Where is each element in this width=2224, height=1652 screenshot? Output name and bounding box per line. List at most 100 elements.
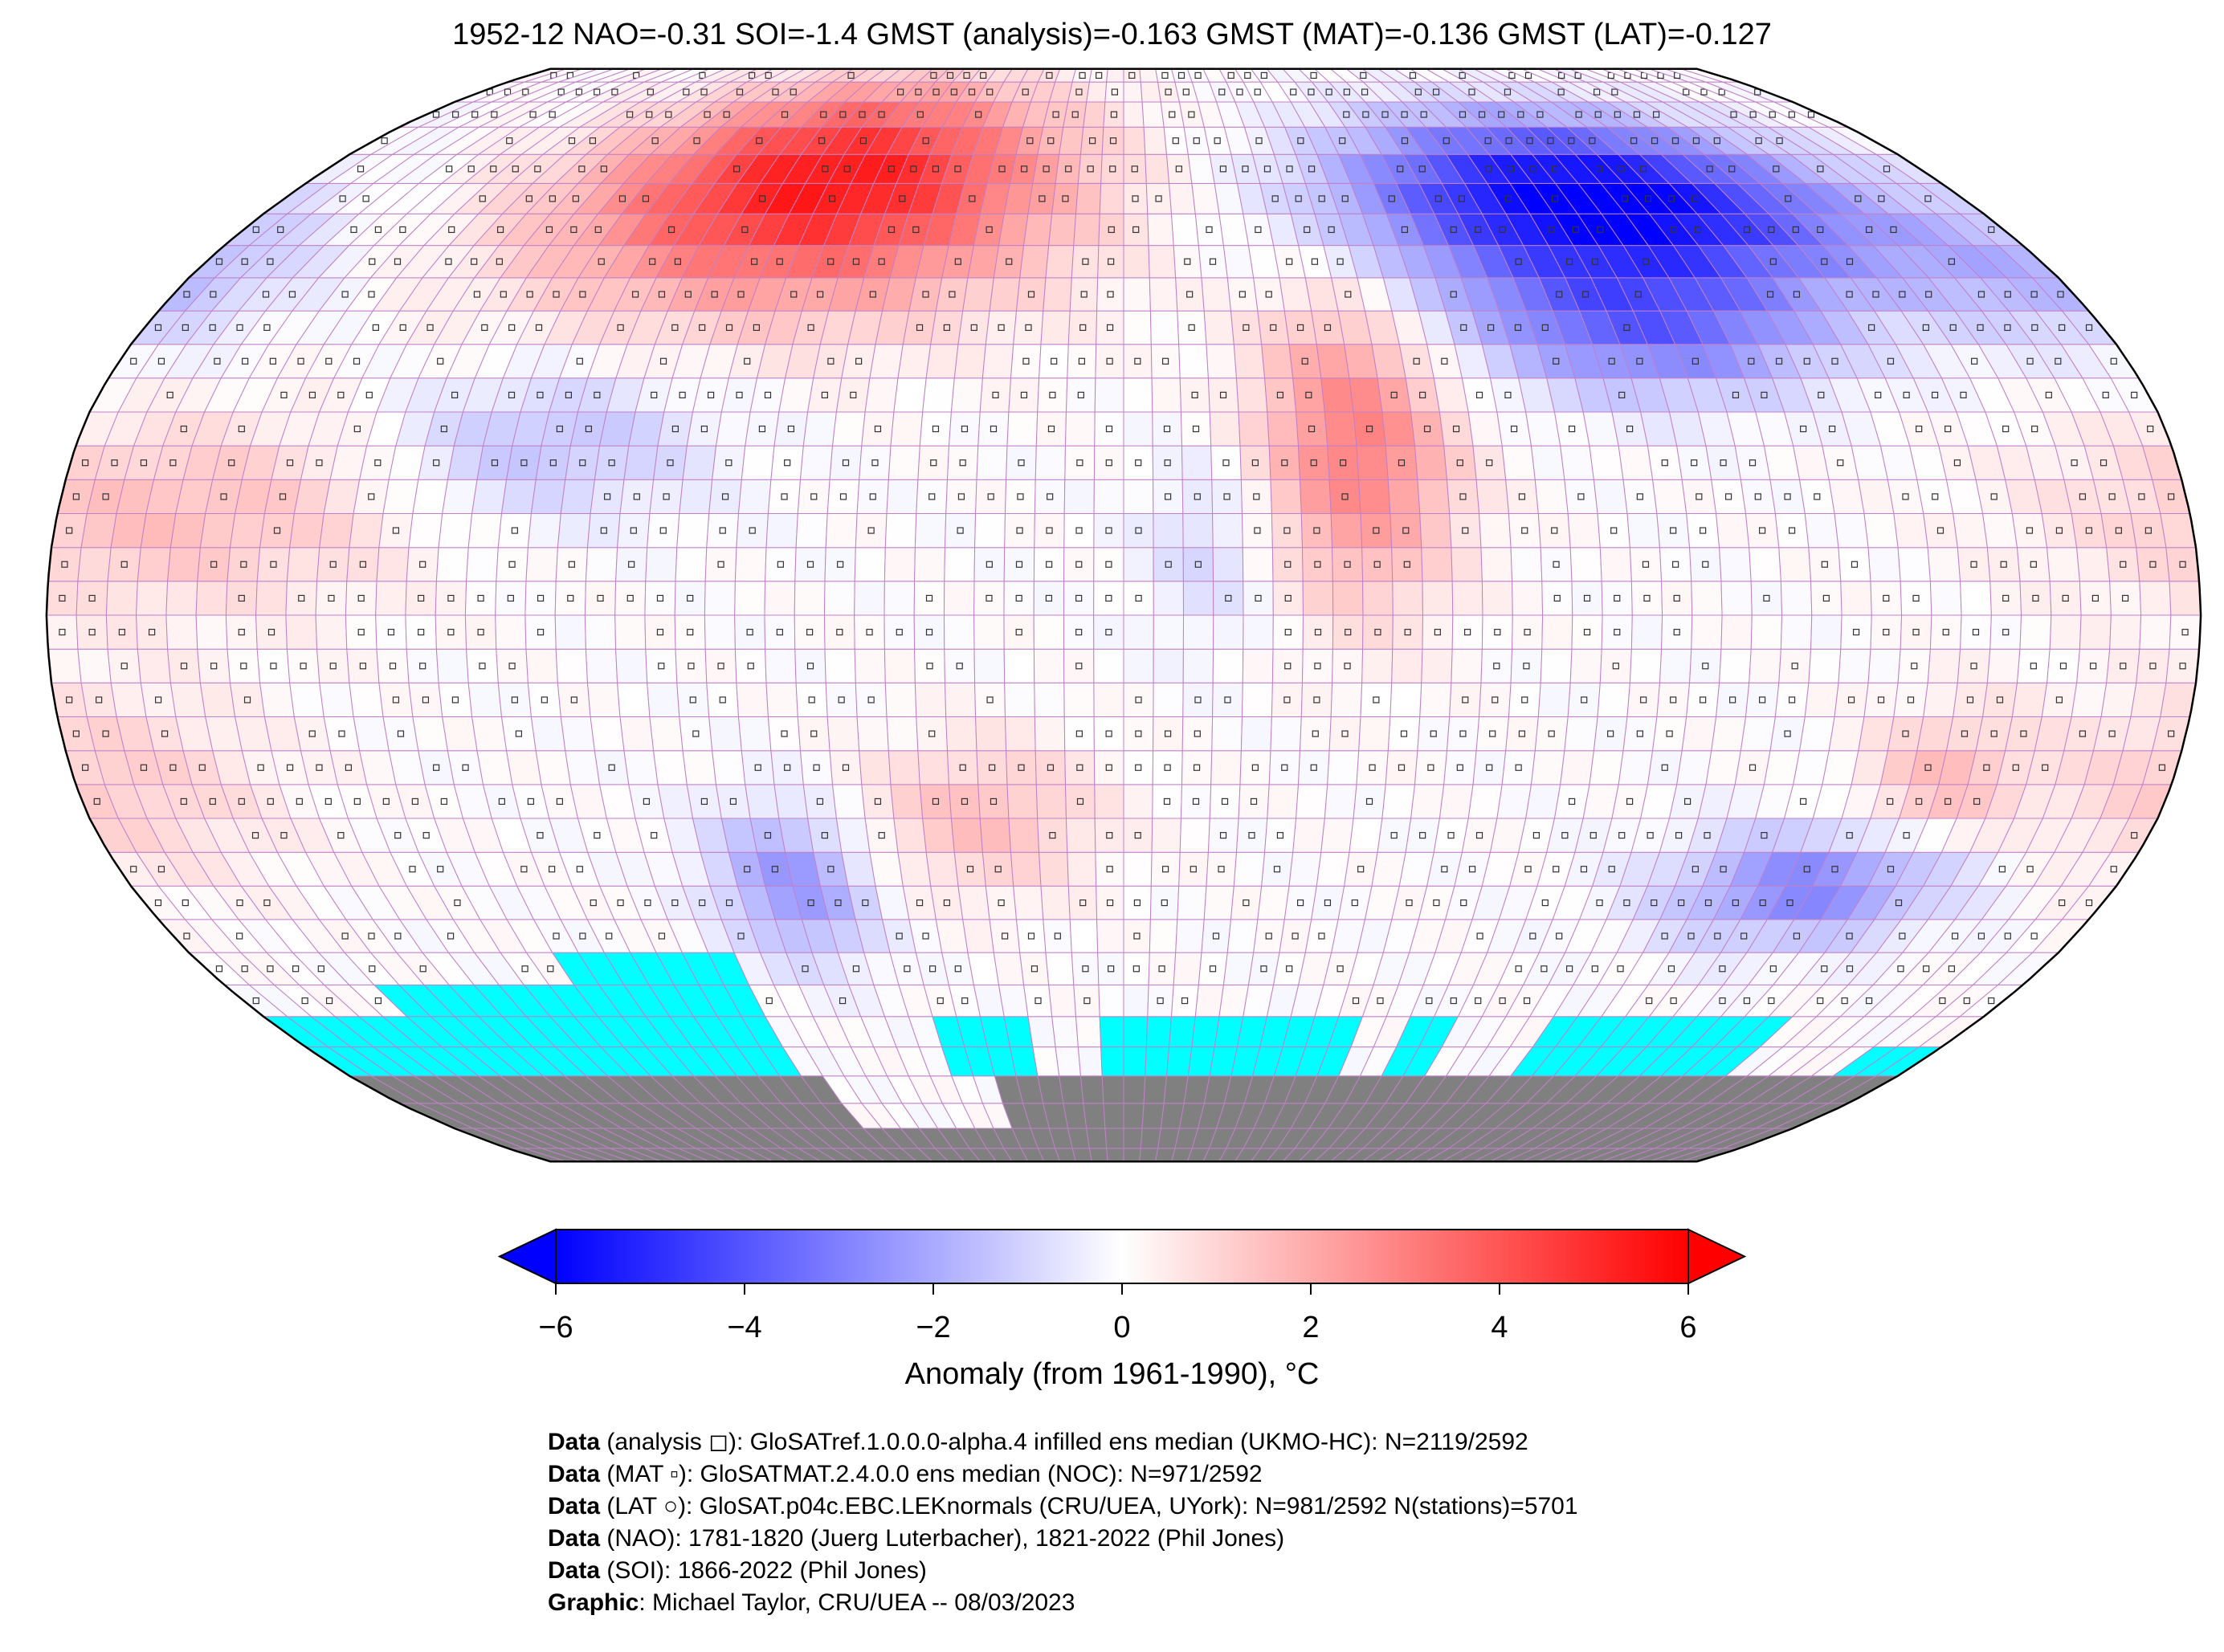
grid-cell <box>1004 682 1035 717</box>
analysis-marker <box>1821 258 1828 265</box>
grid-cell <box>886 716 919 752</box>
analysis-marker <box>998 165 1006 173</box>
analysis-marker <box>1996 696 2004 704</box>
grid-cell <box>1451 614 1483 650</box>
analysis-marker <box>1135 459 1142 467</box>
grid-cell <box>1010 344 1042 379</box>
analysis-marker <box>1916 425 1923 433</box>
colorbar-label: Anomaly (from 1961-1990), °C <box>904 1357 1320 1391</box>
grid-cell <box>1242 547 1274 582</box>
grid-cell <box>1086 1128 1108 1149</box>
analysis-marker <box>1818 391 1825 398</box>
grid-cell <box>1505 479 1539 514</box>
grid-cell <box>77 547 112 582</box>
grid-cell <box>1893 513 1928 549</box>
colorbar-tick-label: 6 <box>1679 1311 1697 1344</box>
grid-cell <box>1071 68 1092 83</box>
analysis-marker <box>374 997 382 1005</box>
analysis-marker <box>1817 165 1824 173</box>
analysis-marker <box>252 226 259 234</box>
analysis-marker <box>807 324 814 332</box>
grid-cell <box>802 411 837 447</box>
analysis-marker <box>1164 459 1171 467</box>
analysis-marker <box>535 324 543 332</box>
grid-cell <box>1123 716 1154 752</box>
analysis-marker <box>1675 832 1683 839</box>
grid-cell <box>47 547 82 582</box>
analysis-marker <box>277 226 284 234</box>
analysis-marker <box>1243 324 1250 332</box>
analysis-marker <box>353 425 361 433</box>
colorbar-tick-label: 2 <box>1302 1311 1320 1344</box>
grid-cell <box>765 513 798 549</box>
grid-cell <box>1953 682 1988 717</box>
analysis-marker <box>1135 527 1142 534</box>
analysis-marker <box>576 357 583 365</box>
analysis-marker <box>659 357 667 365</box>
analysis-marker <box>1568 425 1576 433</box>
analysis-marker <box>241 965 248 973</box>
analysis-marker <box>1971 357 1978 365</box>
analysis-marker <box>243 696 251 704</box>
analysis-marker <box>337 391 345 398</box>
analysis-marker <box>608 459 615 467</box>
analysis-marker <box>1281 459 1288 467</box>
analysis-marker <box>1878 195 1885 202</box>
analysis-marker <box>1583 628 1591 636</box>
analysis-marker <box>943 324 951 332</box>
analysis-marker <box>59 628 66 636</box>
grid-cell <box>1391 547 1423 582</box>
grid-cell <box>1540 547 1573 582</box>
analysis-marker <box>567 594 574 602</box>
grid-cell <box>349 513 384 549</box>
analysis-marker <box>1254 527 1261 534</box>
analysis-marker <box>1194 730 1201 737</box>
analysis-marker <box>750 258 758 265</box>
analysis-marker <box>1460 324 1467 332</box>
grid-cell <box>712 445 746 480</box>
analysis-marker <box>1640 696 1647 704</box>
grid-cell <box>349 682 384 717</box>
analysis-marker <box>1109 137 1117 145</box>
analysis-marker <box>1106 866 1113 873</box>
analysis-marker <box>1931 391 1939 398</box>
grid-cell <box>167 648 201 683</box>
grid-cell <box>1540 648 1573 683</box>
analysis-marker <box>1672 561 1679 568</box>
grid-cell <box>799 750 834 785</box>
grid-cell <box>1681 716 1717 752</box>
analysis-marker <box>671 324 679 332</box>
grid-cell <box>1181 750 1213 785</box>
analysis-marker <box>394 258 402 265</box>
analysis-marker <box>1565 258 1573 265</box>
analysis-marker <box>790 88 797 96</box>
analysis-marker <box>1614 628 1621 636</box>
grid-cell <box>1095 344 1124 379</box>
grid-cell <box>1123 310 1152 345</box>
analysis-marker <box>1313 527 1320 534</box>
analysis-marker <box>1441 866 1448 873</box>
grid-cell <box>704 581 736 616</box>
grid-cell <box>555 648 589 683</box>
grid-cell <box>586 513 621 549</box>
grid-cell <box>1356 750 1389 785</box>
grid-cell <box>1480 648 1513 683</box>
analysis-marker <box>1065 165 1072 173</box>
grid-cell <box>467 513 503 549</box>
grid-cell <box>2109 581 2142 616</box>
analysis-marker <box>859 137 867 145</box>
grid-cell <box>195 614 228 650</box>
grid-cell <box>1123 818 1153 853</box>
grid-cell <box>1479 513 1512 549</box>
grid-cell <box>1233 344 1266 379</box>
grid-cell <box>682 445 717 480</box>
analysis-marker <box>154 324 162 332</box>
analysis-marker <box>1158 965 1165 973</box>
analysis-marker <box>409 866 416 873</box>
grid-cell <box>1182 614 1214 650</box>
analysis-marker <box>120 663 128 670</box>
grid-cell <box>854 648 886 683</box>
grid-cell <box>1230 310 1263 345</box>
grid-cell <box>902 310 937 345</box>
grid-cell <box>1178 344 1209 379</box>
